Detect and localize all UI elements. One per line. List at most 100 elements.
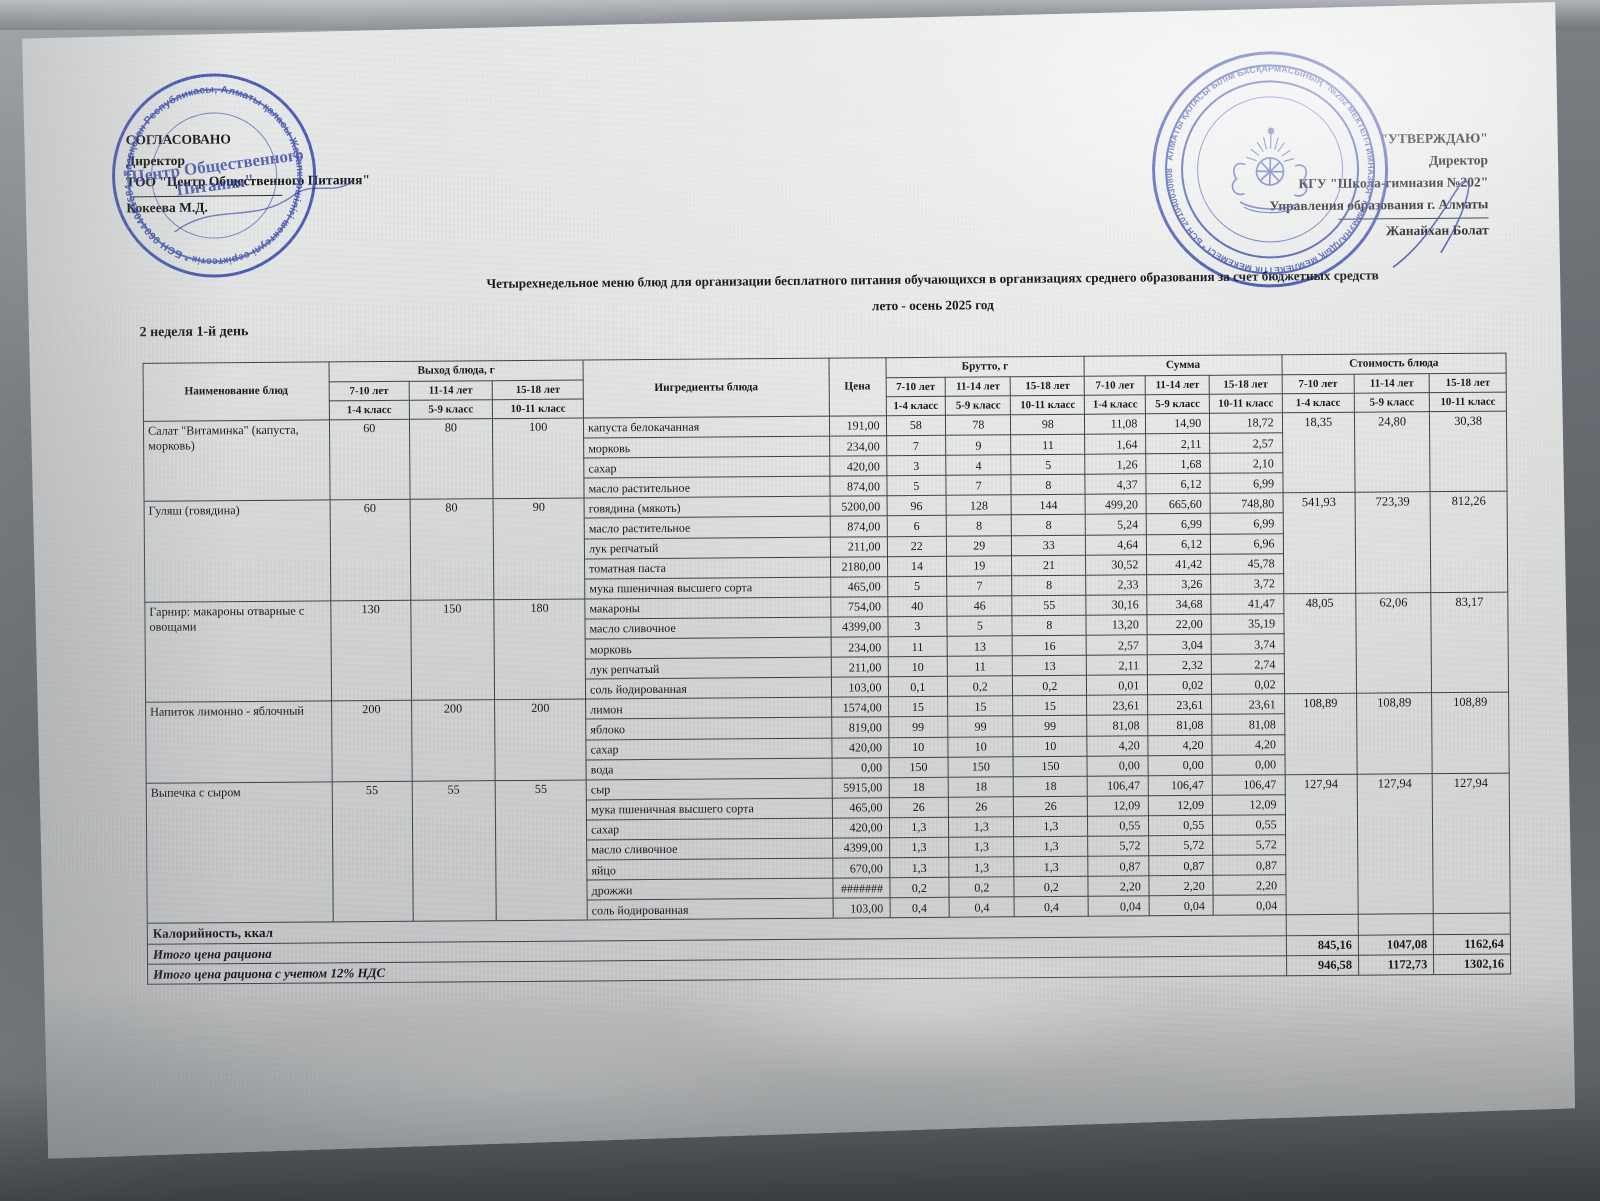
cell-footer-total-age1: 845,16 xyxy=(1286,935,1359,956)
cell-dish-cost-age2: 127,94 xyxy=(1357,773,1433,914)
cell-sum-age3: 2,74 xyxy=(1211,654,1284,675)
cell-dish-name: Салат "Витаминка" (капуста, морковь) xyxy=(143,420,330,502)
approval-right-name: Жанайхан Болат xyxy=(1385,222,1489,239)
cell-ingredient-name: сахар xyxy=(586,738,832,760)
cell-brutto-age3: 1,3 xyxy=(1014,856,1088,877)
cell-sum-age3: 0,04 xyxy=(1213,895,1286,916)
cell-sum-age3: 41,47 xyxy=(1211,594,1284,615)
cell-sum-age1: 81,08 xyxy=(1087,715,1148,736)
cell-brutto-age1: 58 xyxy=(886,415,946,436)
th-yield-age2-l1: 11-14 лет xyxy=(409,381,493,401)
cell-sum-age3: 3,72 xyxy=(1211,574,1284,595)
cell-brutto-age1: 10 xyxy=(888,656,948,677)
cell-ingredient-price: 420,00 xyxy=(832,818,889,839)
cell-sum-age1: 0,01 xyxy=(1087,675,1148,696)
cell-sum-age1: 0,04 xyxy=(1088,896,1149,917)
cell-yield-age3: 90 xyxy=(493,498,585,599)
approval-left-name: Кокеева М.Д. xyxy=(126,199,208,216)
th-brutto-age2-l2: 5-9 класс xyxy=(945,396,1010,415)
menu-table: Наименование блюд Выход блюда, г Ингреди… xyxy=(143,353,1512,986)
cell-brutto-age2: 0,2 xyxy=(949,877,1014,898)
cell-ingredient-price: 211,00 xyxy=(831,657,888,678)
th-sum-age3-l1: 15-18 лет xyxy=(1209,375,1282,395)
cell-sum-age2: 12,09 xyxy=(1149,795,1213,816)
cell-brutto-age2: 9 xyxy=(946,435,1011,456)
th-sum-age3-l2: 10-11 класс xyxy=(1209,394,1282,414)
th-sum-age2-l2: 5-9 класс xyxy=(1146,394,1210,413)
cell-sum-age2: 2,32 xyxy=(1148,654,1212,675)
cell-ingredient-price: 103,00 xyxy=(831,677,888,698)
cell-ingredient-price: 420,00 xyxy=(830,456,887,477)
cell-sum-age2: 41,42 xyxy=(1147,554,1211,575)
cell-brutto-age3: 21 xyxy=(1012,555,1086,576)
th-sum-age1-l1: 7-10 лет xyxy=(1084,376,1145,395)
cell-sum-age1: 13,20 xyxy=(1086,615,1147,636)
cell-dish-cost-age3: 108,89 xyxy=(1432,692,1509,773)
th-brutto-age1-l2: 1-4 класс xyxy=(886,396,946,415)
cell-dish-name: Гуляш (говядина) xyxy=(144,500,331,602)
cell-ingredient-name: макароны xyxy=(585,597,831,619)
cell-sum-age1: 0,55 xyxy=(1088,816,1149,837)
cell-brutto-age1: 99 xyxy=(888,717,948,738)
cell-brutto-age2: 78 xyxy=(946,415,1011,436)
cell-ingredient-name: вода xyxy=(586,758,832,780)
cell-footer-total-age3 xyxy=(1433,913,1510,934)
cell-brutto-age2: 15 xyxy=(948,696,1013,717)
cell-brutto-age2: 8 xyxy=(946,515,1011,536)
cell-brutto-age1: 3 xyxy=(887,616,947,637)
cell-ingredient-name: лук репчатый xyxy=(585,657,831,679)
cell-sum-age2: 5,72 xyxy=(1149,835,1213,856)
cell-yield-age3: 55 xyxy=(495,780,587,921)
paper-document: СОГЛАСОВАНО Директор ТОО "Центр Обществе… xyxy=(13,0,1576,1163)
cell-brutto-age1: 5 xyxy=(886,476,946,497)
cell-sum-age2: 2,11 xyxy=(1146,433,1210,454)
approval-left-org: ТОО "Центр Общественного Питания" xyxy=(126,171,370,190)
cell-ingredient-price: 874,00 xyxy=(830,516,887,537)
cell-brutto-age3: 13 xyxy=(1013,655,1087,676)
cell-brutto-age1: 3 xyxy=(886,455,946,476)
cell-brutto-age2: 13 xyxy=(947,636,1012,657)
cell-sum-age3: 23,61 xyxy=(1212,694,1285,715)
cell-sum-age2: 1,68 xyxy=(1146,453,1210,474)
approval-right-heading: "УТВЕРЖДАЮ" xyxy=(1380,130,1488,147)
cell-brutto-age3: 8 xyxy=(1012,515,1086,536)
cell-ingredient-price: 5915,00 xyxy=(832,777,889,798)
cell-dish-cost-age2: 24,80 xyxy=(1354,412,1430,493)
cell-yield-age2: 200 xyxy=(411,700,495,781)
th-brutto-age3-l1: 15-18 лет xyxy=(1011,376,1085,396)
th-cost-group: Стоимость блюда xyxy=(1282,353,1507,375)
th-yield-age3-l1: 15-18 лет xyxy=(492,380,583,400)
cell-brutto-age3: 8 xyxy=(1012,575,1086,596)
cell-sum-age2: 14,90 xyxy=(1146,413,1210,434)
cell-dish-cost-age3: 30,38 xyxy=(1430,411,1507,492)
cell-brutto-age3: 1,3 xyxy=(1014,836,1088,857)
cell-sum-age3: 5,72 xyxy=(1213,835,1286,856)
th-yield-age1-l1: 7-10 лет xyxy=(329,381,409,401)
cell-brutto-age1: 1,3 xyxy=(889,857,949,878)
cell-ingredient-price: 211,00 xyxy=(830,536,887,557)
cell-footer-total-age2 xyxy=(1358,914,1433,935)
cell-dish-name: Напиток лимонно - яблочный xyxy=(146,701,333,783)
cell-brutto-age3: 0,2 xyxy=(1014,876,1088,897)
cell-brutto-age1: 22 xyxy=(887,536,947,557)
cell-ingredient-price: 754,00 xyxy=(831,597,888,618)
cell-sum-age1: 2,33 xyxy=(1086,575,1147,596)
cell-ingredient-name: масло растительное xyxy=(584,517,830,539)
th-cost-age1-l1: 7-10 лет xyxy=(1282,374,1355,394)
cell-brutto-age3: 18 xyxy=(1014,776,1088,797)
cell-brutto-age3: 11 xyxy=(1011,434,1085,455)
cell-sum-age3: 0,00 xyxy=(1212,754,1285,775)
cell-ingredient-name: капуста белокачанная xyxy=(584,416,830,438)
cell-brutto-age3: 5 xyxy=(1011,454,1085,475)
cell-dish-cost-age1: 108,89 xyxy=(1284,694,1357,775)
cell-sum-age3: 6,99 xyxy=(1210,473,1283,494)
cell-brutto-age3: 8 xyxy=(1012,615,1086,636)
cell-brutto-age2: 11 xyxy=(947,656,1012,677)
cell-sum-age2: 23,61 xyxy=(1148,695,1212,716)
cell-brutto-age3: 26 xyxy=(1014,796,1088,817)
cell-yield-age3: 100 xyxy=(493,418,584,499)
cell-brutto-age3: 10 xyxy=(1013,736,1087,757)
page-title: Четырехнедельное меню блюд для организац… xyxy=(345,261,1520,324)
cell-brutto-age2: 0,4 xyxy=(949,897,1014,918)
cell-ingredient-name: масло сливочное xyxy=(585,617,831,639)
